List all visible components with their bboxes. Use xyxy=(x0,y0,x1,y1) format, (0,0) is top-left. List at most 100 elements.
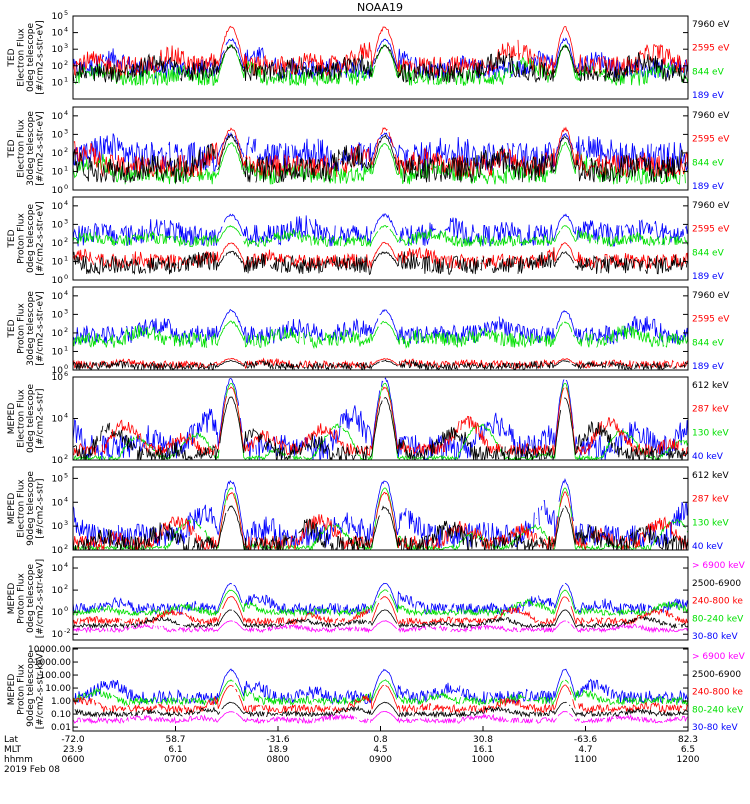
ytick-label: 10 xyxy=(52,45,64,55)
panel-3-traces xyxy=(73,213,688,276)
legend-entry: 30-80 keV xyxy=(692,632,738,642)
ytick-exponent: 3 xyxy=(64,217,68,225)
panel-8: 0.01 0.10 1.00 10.00 100.00 1000.00 10000.00 ME… xyxy=(7,645,746,733)
legend-entry: 612 keV xyxy=(692,471,729,481)
ytick-exponent: 3 xyxy=(64,127,68,135)
ytick-label: 10 xyxy=(52,347,64,357)
trace-240-800-ke xyxy=(73,596,688,626)
legend-entry: 844 eV xyxy=(692,338,725,348)
trace-40-kev xyxy=(73,377,688,460)
panel-7-traces xyxy=(73,582,688,634)
panel-8-traces xyxy=(73,668,688,725)
trace-2595-ev xyxy=(73,126,688,178)
ytick-label: 10 xyxy=(52,564,64,574)
ytick-label: 10 xyxy=(52,130,64,140)
footer-lat: 58.7 xyxy=(165,735,185,745)
footer-row-label: Lat xyxy=(4,735,19,745)
ytick-label: 10 xyxy=(52,12,64,22)
ytick-exponent: 4 xyxy=(64,412,68,420)
ylabel-line: Electron Flux xyxy=(17,28,27,87)
footer-lat: -72.0 xyxy=(61,735,85,745)
footer-mlt: 6.1 xyxy=(168,745,182,755)
trace-30-80-kev xyxy=(73,668,688,706)
legend-entry: 287 keV xyxy=(692,405,729,415)
ytick-label: 0.10 xyxy=(51,710,71,720)
legend-entry: 7960 eV xyxy=(692,201,730,211)
ylabel-line: Electron Flux xyxy=(17,119,27,178)
trace-2595-ev xyxy=(73,241,688,270)
panel-4-traces xyxy=(73,308,688,370)
ytick-exponent: 4 xyxy=(64,109,68,117)
ytick-exponent: 2 xyxy=(64,236,68,244)
ytick-exponent: 3 xyxy=(64,307,68,315)
ylabel-line: TED xyxy=(7,319,17,338)
footer-lat: 30.8 xyxy=(473,735,493,745)
ytick-exponent: 4 xyxy=(64,289,68,297)
ylabel-line: [#/cm2-s-str] xyxy=(36,478,46,538)
trace-2500-6900 xyxy=(73,609,688,630)
ylabel-line: MEPED xyxy=(7,583,17,615)
footer-hhmm: 0900 xyxy=(369,755,392,765)
legend-entry: 189 eV xyxy=(692,362,725,372)
ytick-exponent: 1 xyxy=(64,75,68,83)
ytick-exponent: 6 xyxy=(64,370,68,378)
panel-3-frame xyxy=(72,196,689,281)
ytick-label: 10 xyxy=(52,630,64,640)
ytick-label: 0.01 xyxy=(51,723,71,733)
ylabel-line: Electron Flux xyxy=(17,389,27,448)
footer-mlt: 16.1 xyxy=(473,745,493,755)
ytick-label: 10 xyxy=(52,202,64,212)
trace-844-ev xyxy=(73,224,688,248)
figure-title: NOAA19 xyxy=(357,1,403,14)
trace-80-240-kev xyxy=(73,679,688,707)
ytick-label: 10 xyxy=(52,62,64,72)
legend-entry: 40 keV xyxy=(692,452,724,462)
legend-entry: 30-80 keV xyxy=(692,723,738,733)
legend-entry: > 6900 keV xyxy=(692,561,746,571)
ytick-label: 10 xyxy=(52,522,64,532)
footer-mlt: 18.9 xyxy=(268,745,288,755)
ylabel-line: 90deg telescope xyxy=(26,652,36,727)
legend-entry: 130 keV xyxy=(692,518,729,528)
legend-entry: 7960 eV xyxy=(692,291,730,301)
legend-entry: 844 eV xyxy=(692,158,725,168)
ytick-exponent: 2 xyxy=(64,583,68,591)
ytick-exponent: 1 xyxy=(64,164,68,172)
legend-entry: 844 eV xyxy=(692,67,725,77)
legend-entry: 844 eV xyxy=(692,248,725,258)
legend-entry: 240-800 ke xyxy=(692,597,743,607)
ytick-label: 10 xyxy=(52,415,64,425)
trace-844-ev xyxy=(73,320,688,350)
panel-6-frame xyxy=(72,466,689,551)
ylabel-line: MEPED xyxy=(7,674,17,706)
ytick-exponent: -2 xyxy=(64,627,70,635)
ylabel-line: MEPED xyxy=(7,403,17,435)
trace-612-kev xyxy=(73,505,688,550)
ytick-exponent: 2 xyxy=(64,326,68,334)
ytick-exponent: 5 xyxy=(64,471,68,479)
footer-row-label: MLT xyxy=(4,745,22,755)
panel-5-traces xyxy=(73,377,688,460)
ytick-label: 10 xyxy=(52,456,64,466)
footer-mlt: 4.7 xyxy=(578,745,592,755)
panel-2-traces xyxy=(73,126,688,185)
trace--6900-kev xyxy=(73,620,688,634)
legend-entry: > 6900 keV xyxy=(692,652,746,662)
trace-612-kev xyxy=(73,396,688,460)
trace--6900-kev xyxy=(73,710,688,725)
legend-entry: 7960 eV xyxy=(692,20,730,30)
panel-4-frame xyxy=(72,286,689,371)
footer-hhmm: 1100 xyxy=(574,755,597,765)
footer-mlt: 4.5 xyxy=(373,745,387,755)
footer-hhmm: 0700 xyxy=(164,755,187,765)
ylabel-line: Proton Flux xyxy=(17,573,27,624)
legend-entry: 287 keV xyxy=(692,495,729,505)
ytick-exponent: 0 xyxy=(64,273,68,281)
